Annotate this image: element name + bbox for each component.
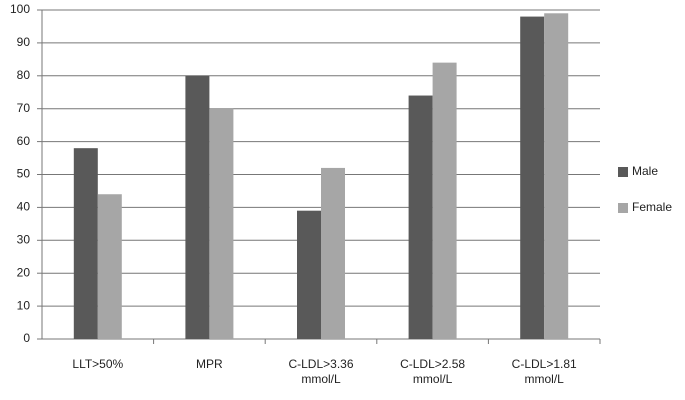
bar [73, 148, 98, 339]
bar [321, 167, 345, 339]
legend-swatch [618, 203, 628, 213]
x-tick-label: MPR [196, 357, 223, 371]
bar [544, 13, 569, 339]
x-tick-label: C-LDL>3.36 mmol/L [288, 357, 354, 386]
y-tick-label: 80 [17, 68, 31, 82]
bar [408, 95, 433, 339]
bar [520, 16, 545, 340]
bar [432, 62, 457, 339]
y-tick-label: 50 [17, 167, 31, 181]
bar [185, 75, 210, 340]
bar [297, 210, 321, 339]
y-tick-label: 30 [17, 232, 31, 246]
y-tick-label: 20 [17, 265, 31, 279]
y-tick-label: 90 [17, 35, 31, 49]
y-tick-label: 0 [23, 331, 30, 345]
legend-label: Female [632, 200, 672, 214]
y-tick-label: 10 [17, 298, 31, 312]
x-tick-label: C-LDL>2.58 mmol/L [400, 357, 466, 386]
x-tick-label: LLT>50% [72, 357, 124, 371]
legend-swatch [618, 167, 628, 177]
y-tick-label: 60 [17, 134, 31, 148]
bar [97, 194, 122, 339]
bar [209, 108, 234, 339]
y-tick-label: 100 [10, 2, 30, 16]
legend-label: Male [632, 164, 658, 178]
y-tick-label: 40 [17, 200, 31, 214]
y-tick-label: 70 [17, 101, 31, 115]
x-tick-label: C-LDL>1.81 mmol/L [511, 357, 577, 386]
